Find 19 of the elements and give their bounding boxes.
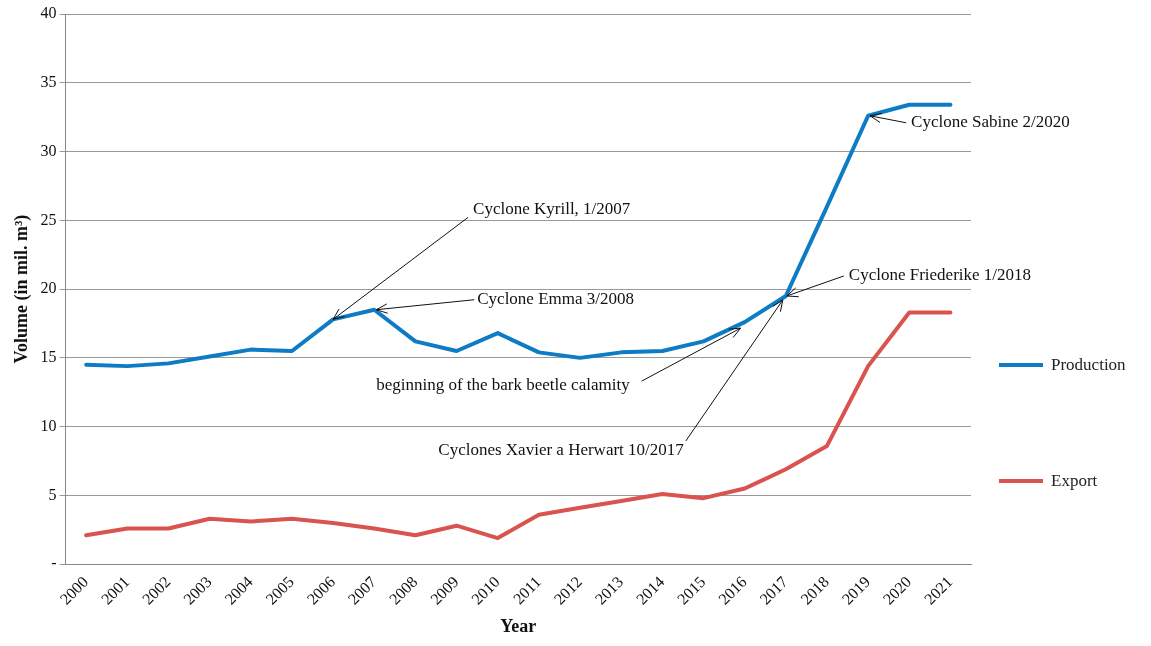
annotation: Cyclones Xavier a Herwart 10/2017 — [438, 440, 685, 460]
legend-label: Export — [1051, 470, 1098, 491]
annotation: Cyclone Emma 3/2008 — [477, 289, 635, 309]
annotation: Cyclone Sabine 2/2020 — [911, 112, 1070, 132]
y-axis-title: Volume (in mil. m³) — [11, 214, 33, 364]
x-axis-title: Year — [500, 615, 537, 636]
y-tick-label: 15 — [40, 348, 57, 366]
annotation: Cyclone Kyrill, 1/2007 — [473, 198, 631, 218]
y-tick-label: 35 — [40, 72, 57, 90]
y-tick-label: - — [51, 554, 57, 572]
y-tick-label: 30 — [40, 141, 57, 159]
y-tick-label: 40 — [40, 4, 57, 22]
annotation: beginning of the bark beetle calamity — [376, 374, 631, 394]
annotation: Cyclone Friederike 1/2018 — [848, 265, 1032, 285]
y-tick-label: 25 — [40, 210, 57, 228]
y-tick-label: 20 — [40, 279, 57, 297]
y-tick-label: 5 — [48, 485, 57, 503]
legend-label: Production — [1051, 355, 1126, 376]
y-tick-label: 10 — [40, 416, 57, 434]
